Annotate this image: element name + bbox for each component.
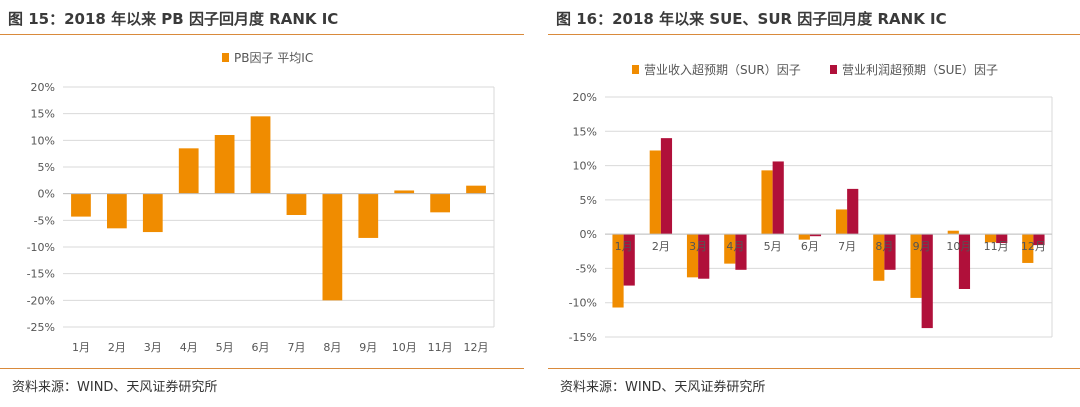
right-legend-label-1: 营业收入超预期（SUR）因子 bbox=[644, 62, 801, 77]
left-ytick-label: 0% bbox=[38, 188, 55, 201]
left-bar-s1-1 bbox=[71, 193, 91, 217]
right-bar-s2-9 bbox=[921, 234, 933, 329]
right-category-label: 7月 bbox=[838, 240, 856, 253]
right-bar-s1-8 bbox=[873, 234, 885, 281]
right-title-rule bbox=[548, 34, 1080, 35]
left-bar-s1-3 bbox=[142, 193, 163, 233]
left-category-label: 8月 bbox=[323, 341, 341, 354]
right-bar-s1-6 bbox=[798, 234, 810, 240]
left-bar-s1-5 bbox=[214, 135, 235, 194]
right-bar-s1-5 bbox=[761, 170, 773, 235]
right-bar-s1-12 bbox=[1022, 234, 1034, 263]
right-category-label: 5月 bbox=[764, 240, 782, 253]
right-bar-s2-3 bbox=[698, 234, 710, 279]
left-bar-s1-8 bbox=[322, 193, 343, 301]
left-category-label: 3月 bbox=[144, 341, 162, 354]
left-bar-s1-6 bbox=[250, 116, 271, 194]
right-bar-s1-3 bbox=[686, 234, 699, 278]
right-ytick-label: 0% bbox=[580, 228, 597, 241]
left-ytick-label: 5% bbox=[38, 161, 55, 174]
left-bar-s1-11 bbox=[430, 193, 451, 213]
right-figure-title: 图 16：2018 年以来 SUE、SUR 因子回月度 RANK IC bbox=[556, 10, 947, 28]
left-bar-s1-4 bbox=[178, 148, 199, 194]
right-category-label: 6月 bbox=[801, 240, 819, 253]
left-ytick-label: -15% bbox=[27, 268, 55, 281]
right-bar-s1-11 bbox=[984, 234, 997, 243]
right-category-label: 8月 bbox=[875, 240, 893, 253]
left-chart-svg: 20% 15% 10% 5% 0% -5% -10% -15% -20% -25% 1月 2月 3月 4月… bbox=[27, 51, 495, 354]
left-bar-s1-9 bbox=[358, 193, 379, 238]
right-legend-label-2: 营业利润超预期（SUE）因子 bbox=[842, 62, 998, 77]
right-ytick-label: -5% bbox=[576, 262, 597, 275]
right-category-label: 4月 bbox=[726, 240, 744, 253]
left-ytick-label: -20% bbox=[27, 294, 55, 307]
left-ytick-label: 15% bbox=[31, 108, 55, 121]
right-category-label: 12月 bbox=[1021, 240, 1046, 253]
right-bar-s1-4 bbox=[724, 234, 736, 264]
left-figure-title: 图 15：2018 年以来 PB 因子回月度 RANK IC bbox=[8, 10, 339, 28]
right-ytick-label: -15% bbox=[569, 331, 597, 344]
left-category-label: 7月 bbox=[287, 341, 305, 354]
right-bar-s1-10 bbox=[947, 230, 959, 235]
right-bar-s2-12 bbox=[1033, 234, 1045, 246]
right-chart-svg: 20% 15% 10% 5% 0% -5% -10% -15% 1月 2月 3月 4月 5月 6月 7月 8月… bbox=[569, 62, 1053, 344]
right-ytick-label: -10% bbox=[569, 297, 597, 310]
left-title-rule bbox=[0, 34, 524, 35]
left-bar-s1-12 bbox=[466, 185, 486, 194]
left-category-label: 9月 bbox=[359, 341, 377, 354]
right-bar-s1-2 bbox=[649, 150, 661, 235]
right-category-label: 11月 bbox=[984, 240, 1009, 253]
left-category-label: 1月 bbox=[72, 341, 90, 354]
left-category-label: 5月 bbox=[216, 341, 234, 354]
right-category-label: 2月 bbox=[652, 240, 670, 253]
left-ytick-label: 10% bbox=[31, 134, 55, 147]
right-ytick-label: 10% bbox=[573, 160, 597, 173]
right-bar-s2-2 bbox=[660, 138, 673, 235]
right-bar-s2-6 bbox=[809, 234, 822, 237]
right-category-label: 9月 bbox=[913, 240, 931, 253]
right-bar-s2-7 bbox=[847, 188, 859, 235]
left-legend-swatch-1 bbox=[222, 53, 229, 62]
left-category-label: 10月 bbox=[392, 341, 417, 354]
right-ytick-label: 20% bbox=[573, 91, 597, 104]
right-ytick-label: 15% bbox=[573, 125, 597, 138]
right-legend-swatch-2 bbox=[830, 65, 837, 74]
right-bar-s1-7 bbox=[835, 209, 848, 235]
right-bar-s2-8 bbox=[884, 234, 896, 270]
left-chart-panel: 图 15：2018 年以来 PB 因子回月度 RANK IC 20% 15% 10%… bbox=[0, 0, 524, 407]
right-category-label: 1月 bbox=[615, 240, 633, 253]
right-bar-s2-1 bbox=[623, 234, 635, 286]
right-legend-swatch-1 bbox=[632, 65, 639, 74]
left-category-label: 4月 bbox=[180, 341, 198, 354]
right-chart-panel: 图 16：2018 年以来 SUE、SUR 因子回月度 RANK IC 20% 1… bbox=[548, 0, 1080, 407]
right-bar-s2-11 bbox=[996, 234, 1008, 244]
left-category-label: 6月 bbox=[252, 341, 270, 354]
right-source-note: 资料来源：WIND、天风证券研究所 bbox=[560, 380, 766, 395]
left-category-label: 12月 bbox=[464, 341, 489, 354]
left-ytick-label: -10% bbox=[27, 241, 55, 254]
right-category-label: 3月 bbox=[689, 240, 707, 253]
right-bar-s2-4 bbox=[735, 234, 747, 270]
left-category-label: 2月 bbox=[108, 341, 126, 354]
left-bar-s1-2 bbox=[106, 193, 127, 229]
left-category-label: 11月 bbox=[428, 341, 453, 354]
left-bar-s1-7 bbox=[286, 193, 307, 215]
left-bar-s1-10 bbox=[394, 190, 415, 194]
left-source-rule bbox=[0, 368, 524, 369]
left-ytick-label: -25% bbox=[27, 321, 55, 334]
left-ytick-label: -5% bbox=[34, 214, 55, 227]
left-ytick-label: 20% bbox=[31, 81, 55, 94]
left-source-note: 资料来源：WIND、天风证券研究所 bbox=[12, 380, 218, 395]
left-legend-label-1: PB因子 平均IC bbox=[234, 51, 313, 65]
right-bar-s2-5 bbox=[772, 161, 784, 235]
right-ytick-label: 5% bbox=[580, 194, 597, 207]
right-bar-s1-9 bbox=[910, 234, 922, 298]
right-source-rule bbox=[548, 368, 1080, 369]
right-bar-s2-10 bbox=[958, 234, 971, 289]
right-bar-s1-1 bbox=[612, 234, 624, 308]
right-category-label: 10月 bbox=[946, 240, 971, 253]
